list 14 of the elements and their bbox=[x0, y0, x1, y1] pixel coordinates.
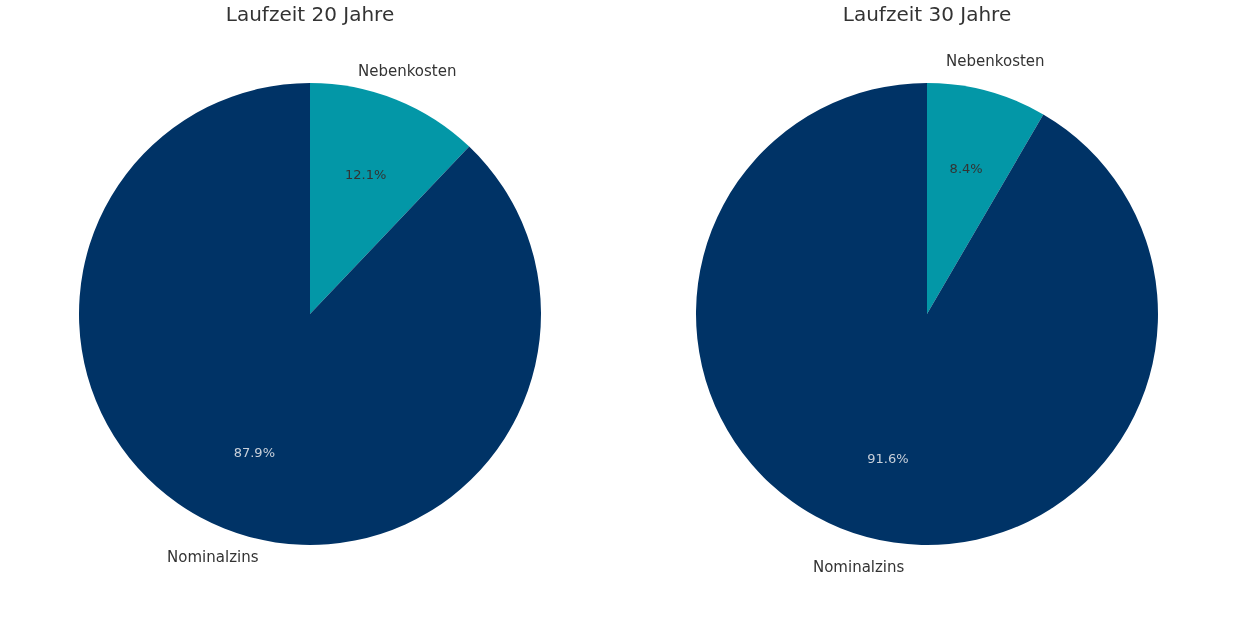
pie-slice bbox=[79, 83, 541, 545]
slice-label: Nebenkosten bbox=[357, 61, 457, 80]
pie-slice bbox=[696, 83, 1158, 545]
slice-label: Nebenkosten bbox=[946, 52, 1045, 71]
data-label: 87.9% bbox=[233, 445, 275, 461]
chart-title: Laufzeit 30 Jahre bbox=[842, 2, 1012, 26]
pie-slice bbox=[927, 83, 1044, 314]
data-label: 91.6% bbox=[867, 450, 909, 466]
pie-slice bbox=[310, 83, 470, 314]
chart-title: Laufzeit 20 Jahre bbox=[225, 2, 395, 26]
slice-label: Nominalzins bbox=[812, 557, 905, 576]
data-label: 8.4% bbox=[949, 161, 983, 177]
data-label: 12.1% bbox=[345, 166, 387, 182]
slice-label: Nominalzins bbox=[167, 548, 259, 567]
